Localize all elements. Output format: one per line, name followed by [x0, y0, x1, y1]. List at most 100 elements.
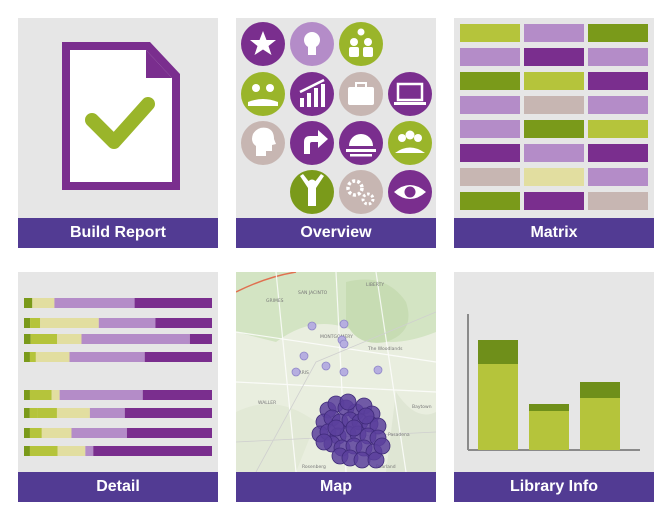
detail-bar-segment — [24, 408, 30, 418]
matrix-cell — [460, 24, 520, 42]
tile-matrix[interactable]: Matrix — [454, 18, 654, 248]
tile-label: Overview — [236, 218, 436, 248]
detail-bar-segment — [57, 334, 82, 344]
bar-1 — [478, 340, 518, 450]
map-point — [345, 419, 363, 437]
map-label: The Woodlands — [367, 346, 403, 352]
matrix-cell — [588, 120, 648, 138]
matrix-cell — [460, 144, 520, 162]
matrix-cell — [588, 168, 648, 186]
reading-people-icon — [241, 72, 285, 116]
detail-bar-segment — [71, 428, 127, 438]
detail-bar-segment — [98, 318, 156, 328]
map-label: SAN JACINTO — [298, 290, 328, 296]
matrix-cell — [524, 144, 584, 162]
detail-bar-segment — [155, 318, 212, 328]
tile-library-info[interactable]: Library Info — [454, 272, 654, 502]
tile-label: Detail — [18, 472, 218, 502]
matrix-cell — [588, 96, 648, 114]
growth-chart-icon — [290, 72, 334, 116]
share-arrow-icon — [290, 121, 334, 165]
matrix-cell — [460, 96, 520, 114]
detail-bar-segment — [24, 428, 30, 438]
lightbulb-icon — [290, 22, 334, 66]
tile-map[interactable]: GRIMES SAN JACINTO LIBERTY MONTGOMERY Th… — [236, 272, 436, 502]
tile-overview[interactable]: Overview — [236, 18, 436, 248]
map-point — [339, 393, 357, 411]
eye-icon — [388, 170, 432, 214]
tile-label: Library Info — [454, 472, 654, 502]
map-point — [299, 351, 309, 361]
map-label: MONTGOMERY — [320, 334, 353, 340]
detail-bar-segment — [24, 352, 30, 362]
detail-bar-segment — [24, 298, 33, 308]
tile-detail[interactable]: Detail — [18, 272, 218, 502]
detail-bar-segment — [40, 318, 99, 328]
map-clusters: GRIMES SAN JACINTO LIBERTY MONTGOMERY Th… — [236, 272, 436, 472]
matrix-cell — [524, 96, 584, 114]
detail-bar-segment — [142, 390, 212, 400]
map-label: LIBERTY — [366, 282, 384, 288]
stacked-bars — [24, 298, 212, 456]
map-point — [321, 361, 331, 371]
detail-bar-segment — [57, 446, 86, 456]
star-icon — [241, 22, 285, 66]
head-profile-icon — [241, 121, 285, 165]
map-point — [373, 437, 391, 455]
detail-bar-segment — [24, 318, 31, 328]
briefcase-icon — [339, 72, 383, 116]
matrix-cell — [524, 192, 584, 210]
tile-label: Map — [236, 472, 436, 502]
detail-bar-segment — [59, 390, 143, 400]
detail-bar-segment — [144, 352, 212, 362]
detail-bar-segment — [29, 352, 36, 362]
map-label: GRIMES — [266, 298, 284, 304]
detail-bar-segment — [35, 352, 70, 362]
detail-bar-segment — [81, 334, 190, 344]
map-label: Baytown — [412, 404, 432, 410]
detail-bar-segment — [56, 408, 90, 418]
detail-bar-segment — [24, 390, 30, 400]
detail-bar-segment — [29, 428, 42, 438]
tile-label: Build Report — [18, 218, 218, 248]
tile-build-report[interactable]: Build Report — [18, 18, 218, 248]
tile-label: Matrix — [454, 218, 654, 248]
matrix-cell — [588, 48, 648, 66]
detail-bar-segment — [29, 390, 52, 400]
map-point — [339, 367, 349, 377]
people-idea-icon — [339, 22, 383, 66]
detail-bar-segment — [124, 408, 212, 418]
map-point — [339, 319, 349, 329]
matrix-cell — [524, 72, 584, 90]
detail-bar-segment — [37, 408, 57, 418]
map-label: Rosenberg — [302, 464, 326, 470]
map-point — [357, 407, 375, 425]
detail-bar-segment — [89, 408, 125, 418]
map-point — [339, 339, 349, 349]
detail-bar-segment — [41, 428, 72, 438]
detail-bar-segment — [85, 446, 94, 456]
detail-bar-segment — [54, 298, 135, 308]
detail-bar-segment — [93, 446, 212, 456]
matrix-cell — [460, 120, 520, 138]
map-label: Pasadena — [388, 432, 410, 438]
laptop-icon — [388, 72, 432, 116]
map-point — [373, 365, 383, 375]
map-point — [315, 433, 333, 451]
matrix-cell — [460, 192, 520, 210]
sunrise-icon — [339, 121, 383, 165]
map-label: WALLER — [258, 400, 276, 406]
detail-bar-segment — [29, 446, 58, 456]
document-check-icon — [62, 42, 180, 190]
map-point — [367, 451, 385, 469]
matrix-cell — [588, 72, 648, 90]
detail-bar-segment — [30, 334, 58, 344]
bar-3 — [580, 382, 620, 450]
bar-chart — [467, 314, 640, 451]
matrix-cell — [588, 144, 648, 162]
matrix-cell — [460, 72, 520, 90]
detail-bar-segment — [29, 408, 38, 418]
matrix-cell — [524, 48, 584, 66]
map-point — [327, 419, 345, 437]
group-icon — [388, 121, 432, 165]
